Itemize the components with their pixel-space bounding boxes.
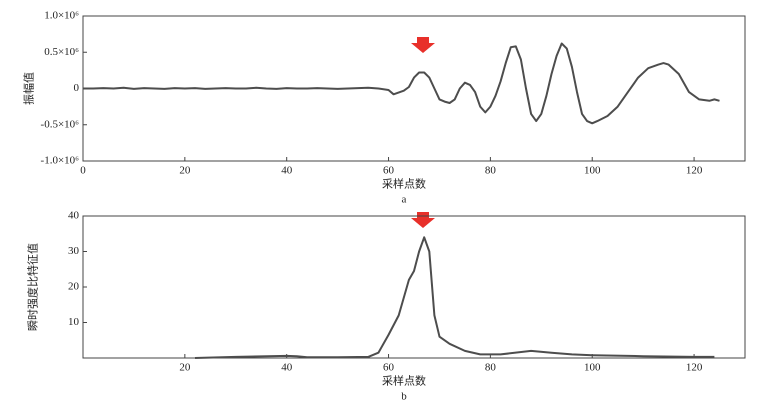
x-axis-label: 采样点数	[382, 177, 426, 191]
y-tick-label: -0.5×10⁶	[41, 118, 80, 130]
x-tick-label: 60	[383, 165, 395, 177]
x-axis-label: 采样点数	[382, 374, 426, 388]
y-tick-label: 40	[68, 210, 80, 222]
y-axis-label: 瞬时强度比特征值	[26, 243, 40, 331]
y-tick-label: -1.0×10⁶	[41, 155, 80, 167]
x-tick-label: 20	[179, 165, 191, 177]
caption: a	[402, 194, 407, 206]
x-tick-label: 120	[686, 362, 703, 374]
y-tick-label: 30	[68, 245, 80, 257]
y-axis-label: 振幅值	[22, 72, 36, 105]
y-tick-label: 0.5×10⁶	[44, 46, 79, 58]
plot-frame	[82, 215, 746, 359]
data-line	[194, 236, 715, 359]
x-tick-label: 20	[179, 362, 191, 374]
x-tick-label: 40	[281, 362, 293, 374]
arrow-marker	[411, 37, 435, 53]
data-line	[83, 42, 720, 125]
x-tick-label: 60	[383, 362, 395, 374]
x-tick-label: 0	[80, 165, 86, 177]
x-tick-label: 80	[485, 165, 497, 177]
y-tick-label: 0	[74, 82, 80, 94]
y-tick-label: 1.0×10⁶	[44, 10, 79, 22]
arrow-marker	[411, 212, 435, 228]
x-tick-label: 100	[584, 165, 601, 177]
y-tick-label: 20	[68, 281, 80, 293]
x-tick-label: 120	[686, 165, 703, 177]
x-tick-label: 80	[485, 362, 497, 374]
y-tick-label: 10	[68, 316, 80, 328]
x-tick-label: 100	[584, 362, 601, 374]
x-tick-label: 40	[281, 165, 293, 177]
caption: b	[401, 391, 407, 403]
